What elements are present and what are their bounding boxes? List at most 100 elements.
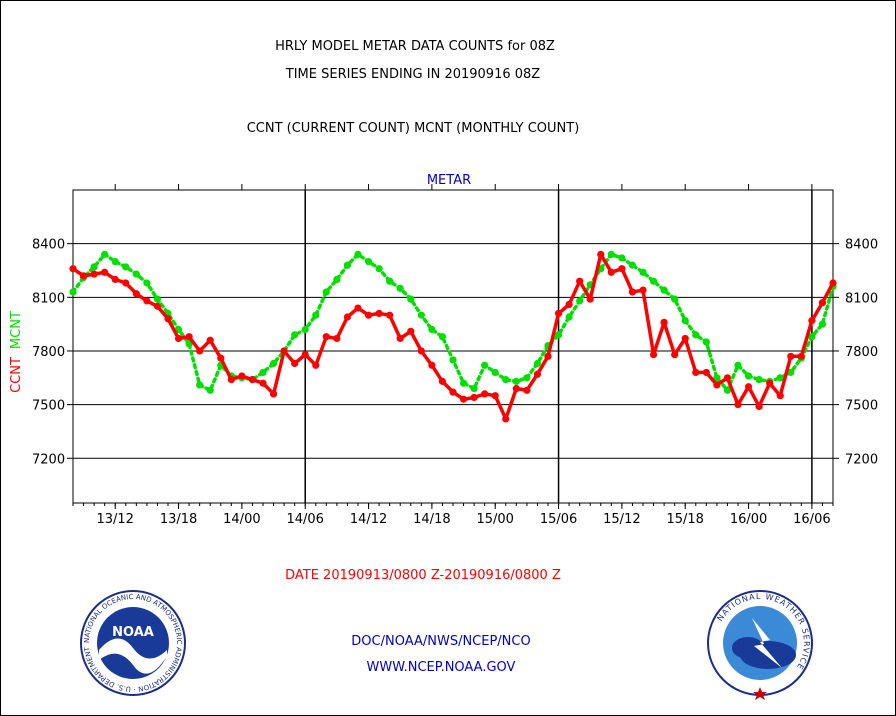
point-mcnt (333, 275, 341, 284)
point-ccnt (301, 350, 309, 359)
point-ccnt (322, 333, 330, 341)
y-axis-label: CCNT MCNT (9, 311, 24, 393)
point-ccnt (354, 304, 362, 312)
point-ccnt (597, 250, 605, 258)
point-mcnt (122, 263, 130, 271)
point-mcnt (196, 381, 204, 389)
point-mcnt (744, 372, 753, 380)
point-mcnt (143, 279, 151, 287)
header-line3: CCNT (CURRENT COUNT) MCNT (MONTHLY COUNT… (247, 121, 580, 136)
point-mcnt (470, 384, 478, 393)
point-ccnt (523, 386, 531, 394)
point-mcnt (723, 386, 732, 394)
point-ccnt (449, 388, 457, 396)
point-ccnt (153, 302, 162, 310)
point-ccnt (766, 379, 774, 387)
point-mcnt (671, 295, 679, 303)
point-mcnt (312, 311, 320, 319)
point-ccnt (459, 395, 468, 403)
point-ccnt (122, 279, 130, 287)
point-mcnt (702, 338, 710, 346)
point-ccnt (649, 350, 658, 359)
point-mcnt (322, 288, 330, 296)
point-mcnt (713, 374, 721, 382)
point-mcnt (533, 359, 542, 368)
point-mcnt (755, 375, 763, 384)
point-mcnt (618, 254, 626, 262)
point-mcnt (364, 257, 373, 266)
point-mcnt (291, 331, 299, 339)
point-ccnt (333, 334, 341, 343)
org-link[interactable]: DOC/NOAA/NWS/NCEP/NCO (351, 634, 530, 649)
point-ccnt (755, 402, 763, 411)
x-tick-label: 13/12 (96, 512, 133, 527)
point-mcnt (776, 374, 784, 382)
point-mcnt (354, 250, 362, 258)
y-tick-label-left: 7200 (32, 452, 65, 467)
point-mcnt (808, 333, 816, 341)
y-tick-label-right: 7500 (845, 399, 878, 414)
point-ccnt (386, 311, 394, 319)
point-mcnt (607, 250, 615, 258)
point-mcnt (734, 361, 742, 369)
url-link[interactable]: WWW.NCEP.NOAA.GOV (367, 660, 516, 675)
point-ccnt (628, 288, 637, 296)
point-ccnt (248, 375, 257, 384)
plot-border (72, 189, 834, 504)
point-ccnt (101, 268, 109, 276)
point-ccnt (723, 374, 732, 382)
x-tick-label: 14/06 (286, 512, 323, 527)
point-ccnt (692, 368, 700, 377)
point-ccnt (576, 277, 584, 285)
point-mcnt (90, 263, 98, 271)
point-ccnt (269, 390, 278, 398)
point-mcnt (692, 331, 700, 339)
point-ccnt (744, 383, 753, 391)
point-mcnt (396, 284, 404, 292)
point-mcnt (491, 368, 499, 377)
point-mcnt (787, 368, 795, 377)
y-axis-label-ccnt: CCNT (9, 357, 24, 393)
point-mcnt (512, 377, 520, 385)
point-ccnt (280, 347, 288, 355)
star-icon (753, 687, 767, 700)
point-ccnt (607, 268, 615, 276)
point-ccnt (818, 299, 827, 307)
point-ccnt (787, 352, 795, 360)
point-mcnt (565, 313, 573, 321)
point-mcnt (459, 379, 468, 387)
point-ccnt (586, 295, 594, 303)
point-ccnt (428, 361, 436, 369)
point-ccnt (776, 392, 784, 400)
point-ccnt (143, 297, 151, 305)
point-mcnt (101, 250, 109, 258)
point-ccnt (533, 370, 542, 378)
date-range: DATE 20190913/0800 Z-20190916/0800 Z (285, 568, 561, 583)
point-ccnt (132, 290, 140, 298)
point-ccnt (259, 379, 267, 387)
point-ccnt (343, 313, 352, 321)
y-tick-label-left: 7800 (32, 345, 65, 360)
point-mcnt (639, 268, 647, 276)
point-ccnt (734, 401, 742, 409)
point-mcnt (69, 288, 77, 296)
point-mcnt (174, 325, 183, 334)
point-mcnt (449, 356, 457, 364)
point-mcnt (481, 361, 489, 369)
point-mcnt (554, 331, 563, 339)
plot-area: 7200 7200 7500 7500 7800 7800 8100 8100 8400 8400… (32, 184, 878, 527)
point-ccnt (554, 309, 563, 318)
point-mcnt (375, 265, 383, 273)
x-tick-label: 15/12 (603, 512, 640, 527)
x-tick-label: 16/06 (793, 512, 830, 527)
point-ccnt (196, 347, 204, 355)
point-ccnt (565, 300, 573, 309)
point-ccnt (544, 352, 552, 360)
y-tick-label-right: 8100 (845, 291, 878, 306)
point-ccnt (681, 334, 689, 343)
point-mcnt (111, 257, 119, 266)
x-tick-label: 14/12 (350, 512, 387, 527)
noaa-logo-text: NOAA (112, 625, 154, 640)
header-line2: TIME SERIES ENDING IN 20190916 08Z (285, 67, 541, 82)
point-ccnt (470, 393, 478, 402)
